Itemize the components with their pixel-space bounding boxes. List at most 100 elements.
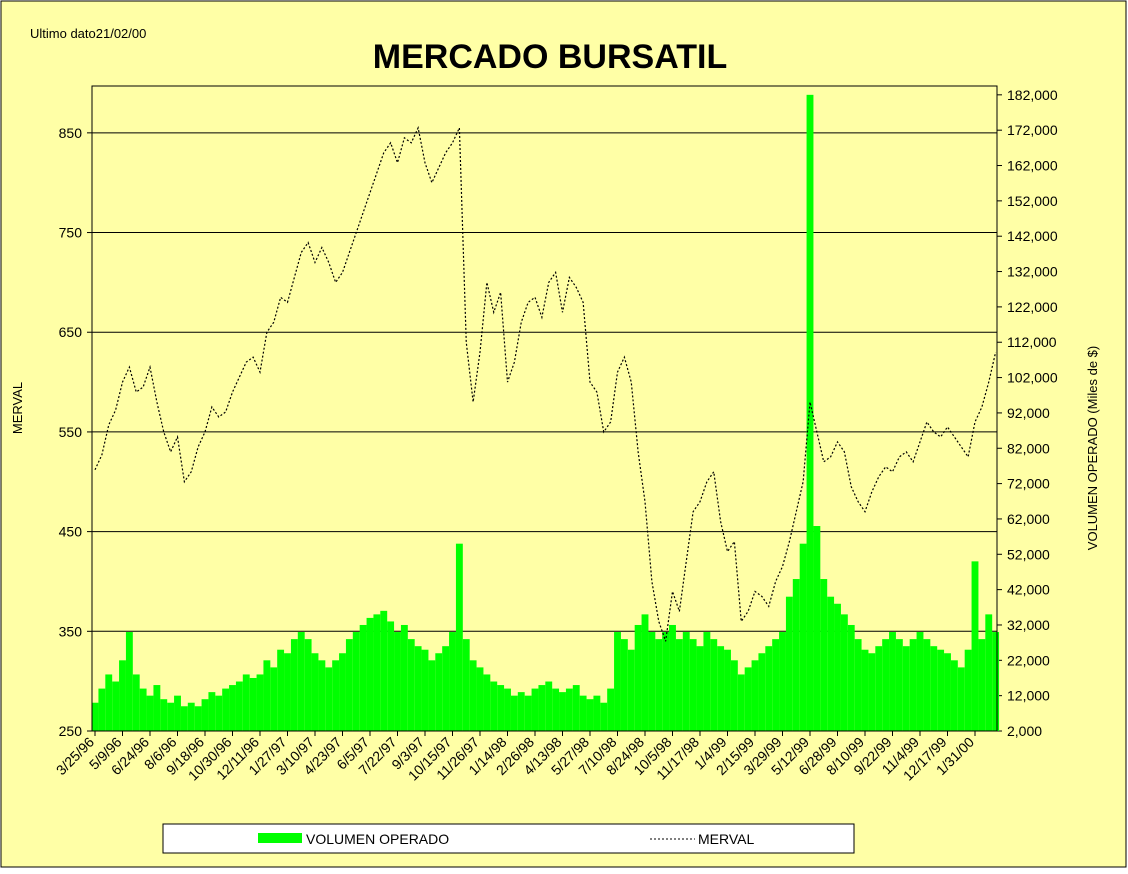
volume-bar <box>882 639 890 731</box>
volume-bar <box>304 639 312 731</box>
y2-tick-label: 182,000 <box>1007 87 1058 103</box>
y2-tick-label: 142,000 <box>1007 228 1058 244</box>
volume-bar <box>614 632 621 731</box>
volume-bar <box>937 649 945 731</box>
volume-bar <box>579 695 587 731</box>
volume-bar <box>407 639 415 731</box>
volume-bar <box>442 646 450 731</box>
volume-bar <box>779 632 786 731</box>
y2-tick-label: 72,000 <box>1007 476 1050 492</box>
volume-bar <box>366 617 374 731</box>
volume-bar <box>208 692 216 731</box>
volume-bar <box>772 639 780 731</box>
y2-tick-label: 2,000 <box>1007 723 1042 739</box>
volume-bar <box>717 646 725 731</box>
volume-bar <box>462 639 470 731</box>
volume-bar <box>180 706 188 731</box>
volume-bar <box>352 632 360 731</box>
volume-bar <box>607 688 615 731</box>
volume-bar <box>249 677 257 731</box>
volume-bar <box>737 674 745 731</box>
volume-bar <box>421 649 429 731</box>
volume-bar <box>840 614 848 731</box>
volume-bar <box>414 646 422 731</box>
volume-bar <box>387 621 395 731</box>
volume-bar <box>242 674 250 731</box>
volume-bar <box>215 695 223 731</box>
volume-bar <box>785 596 793 731</box>
volume-bar <box>146 695 154 731</box>
volume-bar <box>572 685 580 731</box>
y2-tick-label: 172,000 <box>1007 122 1058 138</box>
volume-bar <box>627 649 635 731</box>
volume-bar <box>531 688 539 731</box>
volume-bar <box>662 632 670 731</box>
y-tick-label: 750 <box>59 225 83 241</box>
volume-bar <box>160 699 168 731</box>
volume-bar <box>751 660 759 731</box>
volume-bar <box>119 660 126 731</box>
volume-bar <box>167 702 175 731</box>
plot-layer: 250 350 450 550 650 750 850 2,000 12,000 22,000 32… <box>53 87 1058 784</box>
volume-bar <box>820 579 828 731</box>
volume-bar <box>565 688 573 731</box>
volume-bar <box>669 624 676 731</box>
volume-bar <box>256 674 264 731</box>
y2-tick-label: 132,000 <box>1007 264 1058 280</box>
volume-bar <box>290 639 298 731</box>
y2-tick-label: 52,000 <box>1007 546 1050 562</box>
volume-bar <box>435 653 443 731</box>
y-tick-label: 250 <box>59 723 83 739</box>
volume-bar <box>895 639 903 731</box>
y2-tick-label: 62,000 <box>1007 511 1050 527</box>
volume-bar <box>201 699 209 731</box>
volume-bar <box>98 688 106 731</box>
volume-bar <box>476 667 484 731</box>
y2-tick-label: 12,000 <box>1007 688 1050 704</box>
volume-bar <box>765 646 773 731</box>
volume-bar <box>868 653 876 731</box>
volume-bar <box>112 681 120 731</box>
y2-tick-label: 122,000 <box>1007 299 1058 315</box>
volume-bar <box>428 660 436 731</box>
volume-bar <box>187 702 195 731</box>
volume-bar <box>930 646 938 731</box>
volume-bar <box>400 624 408 731</box>
volume-bar <box>861 649 869 731</box>
volume-bar <box>105 674 113 731</box>
volume-bar <box>847 624 855 731</box>
volume-bar <box>497 685 505 731</box>
volume-bar <box>689 639 697 731</box>
plot-frame <box>91 85 998 732</box>
volume-bar <box>957 667 965 731</box>
volume-bar <box>311 653 319 731</box>
volume-bar <box>648 632 656 731</box>
volume-bar <box>634 624 642 731</box>
y2-tick-label: 32,000 <box>1007 617 1050 633</box>
y2-tick-label: 112,000 <box>1007 334 1057 350</box>
volume-bar <box>827 596 835 731</box>
volume-bar <box>449 632 456 731</box>
y2-axis-title: VOLUMEN OPERADO (Miles de $) <box>1085 346 1100 550</box>
volume-bar <box>978 639 986 731</box>
y-tick-label: 450 <box>59 524 83 540</box>
volume-bar <box>91 702 99 731</box>
y2-tick-label: 92,000 <box>1007 405 1050 421</box>
volume-bar <box>813 526 821 731</box>
volume-bar <box>675 639 683 731</box>
volume-bar <box>174 695 181 731</box>
plot-area <box>92 86 997 731</box>
volume-bar <box>682 632 690 731</box>
y-tick-label: 550 <box>59 424 83 440</box>
volume-bar <box>916 632 924 731</box>
volume-bar <box>600 702 608 731</box>
volume-bar <box>806 94 814 731</box>
y2-tick-label: 42,000 <box>1007 582 1050 598</box>
volume-bar <box>339 653 346 731</box>
volume-bar <box>971 561 979 731</box>
volume-bar <box>799 543 807 731</box>
volume-bar <box>620 639 628 731</box>
y2-tick-label: 102,000 <box>1007 370 1058 386</box>
chart-title: MERCADO BURSATIL <box>373 38 727 76</box>
